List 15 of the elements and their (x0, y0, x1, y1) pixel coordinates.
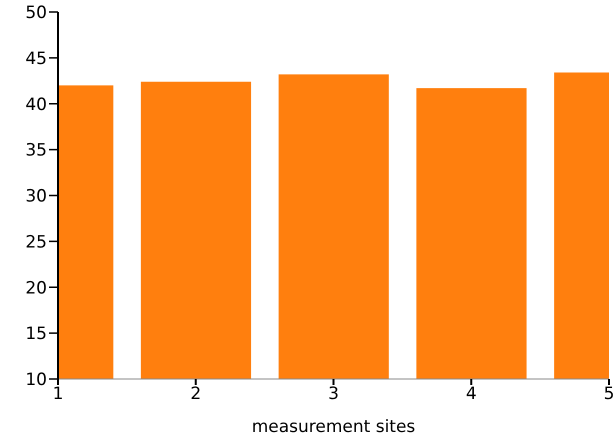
x-tick-label: 5 (604, 384, 614, 404)
y-tick-label: 30 (25, 186, 47, 207)
x-tick-label: 3 (328, 384, 339, 404)
y-tick-label: 35 (25, 140, 47, 161)
y-tick-label: 50 (25, 3, 47, 24)
y-tick-label: 25 (25, 232, 47, 252)
y-tick-label: 20 (25, 278, 47, 298)
y-tick-label: 10 (25, 370, 47, 390)
x-tick-label: 2 (190, 384, 202, 404)
y-tick-label: 15 (25, 324, 47, 344)
y-tick-label: 45 (25, 48, 47, 69)
x-tick-label: 4 (466, 384, 477, 404)
x-axis-title: measurement sites (252, 417, 416, 437)
x-tick-label: 1 (52, 384, 64, 404)
y-tick-label: 40 (25, 94, 47, 115)
